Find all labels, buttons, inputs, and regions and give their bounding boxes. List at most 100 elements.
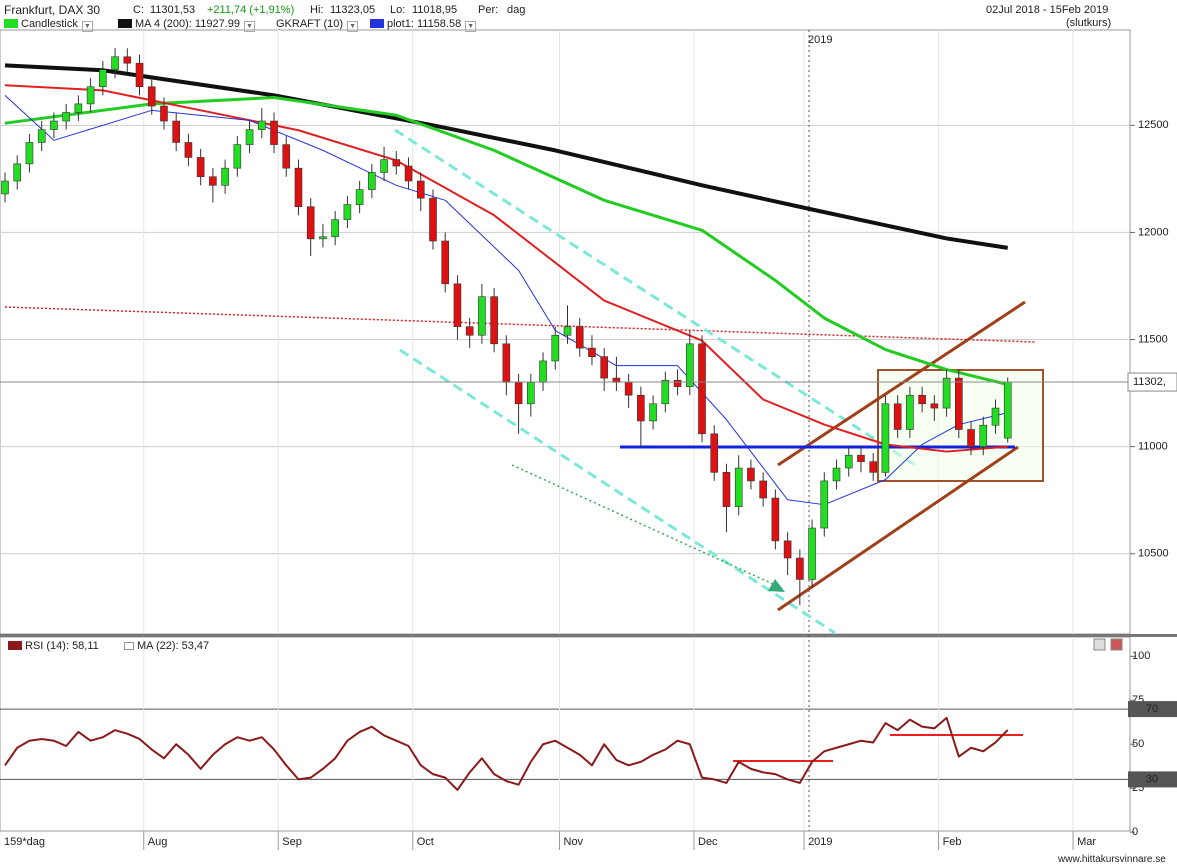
candle-body — [685, 343, 694, 387]
candle-body — [942, 377, 951, 409]
low: 11018,95 — [412, 4, 458, 16]
trend-line — [394, 128, 916, 467]
candle-body — [771, 497, 780, 542]
candle-body — [588, 347, 596, 357]
candle-body — [955, 377, 963, 430]
candle-body — [355, 189, 364, 205]
candle-body — [184, 142, 193, 158]
x-tick-label: Aug — [148, 836, 168, 848]
x-tick-label: Sep — [282, 836, 302, 848]
y-tick-label: 12500 — [1138, 119, 1169, 131]
legend-label: MA (22): 53,47 — [137, 640, 210, 652]
period-count: 159*dag — [4, 836, 45, 848]
divider — [0, 634, 1177, 637]
candle-body — [563, 326, 572, 336]
legend-item[interactable]: MA 4 (200): 11927.99 ▼ — [118, 18, 255, 32]
candle-body — [710, 433, 719, 473]
period-label: Per: — [478, 4, 499, 16]
candle-body — [319, 236, 327, 240]
x-tick-label: Dec — [698, 836, 718, 848]
candle-body — [820, 480, 829, 529]
close-icon[interactable] — [1110, 638, 1123, 651]
candle-body — [1, 180, 9, 195]
line — [4, 63, 1009, 250]
candle-body — [527, 382, 535, 405]
candle-body — [380, 159, 388, 173]
candle-body — [13, 163, 22, 182]
legend-item[interactable]: Candlestick ▼ — [4, 18, 93, 32]
price-type: (slutkurs) — [1066, 17, 1112, 29]
candle-body — [37, 129, 46, 143]
channel-line — [777, 445, 1019, 612]
candle-body — [551, 334, 560, 362]
candle-body — [881, 403, 890, 473]
candle-body — [869, 461, 878, 473]
candle-body — [930, 403, 939, 409]
candle-body — [160, 105, 168, 122]
candle-body — [331, 219, 339, 238]
last-box — [1127, 372, 1177, 392]
candle-body — [294, 167, 303, 208]
candle-body — [857, 454, 865, 462]
legend-item[interactable]: MA (22): 53,47 — [124, 640, 209, 652]
candle-body — [991, 407, 1000, 426]
candle-body — [893, 403, 902, 430]
arrow — [768, 579, 785, 592]
high: 11323,05 — [330, 4, 376, 16]
candle-body — [624, 382, 633, 396]
legend-label: Candlestick — [21, 18, 78, 30]
legend-item[interactable]: RSI (14): 58,11 — [8, 640, 99, 652]
x-tick-label: Mar — [1077, 836, 1096, 848]
legend-item[interactable]: plot1: 11158.58 ▼ — [370, 18, 477, 32]
candle-body — [844, 454, 853, 469]
candle-body — [343, 204, 352, 220]
candle-body — [759, 480, 767, 499]
candle-body — [747, 467, 755, 482]
line — [4, 94, 1008, 506]
candle-body — [196, 157, 205, 178]
tool-icon[interactable] — [1093, 638, 1106, 651]
candle-body — [673, 379, 682, 387]
change: +211,74 (+1,91%) — [207, 4, 295, 16]
x-tick-label: Feb — [943, 836, 962, 848]
candle-body — [649, 403, 657, 422]
resistance-line — [4, 306, 1036, 343]
legend-label: plot1: 11158.58 — [387, 18, 462, 30]
candle-body — [906, 394, 914, 430]
y-tick-label: 0 — [1132, 826, 1138, 838]
candle-body — [575, 326, 584, 349]
close-label: C: — [133, 4, 144, 16]
candle-body — [502, 343, 511, 383]
candle-body — [221, 167, 229, 186]
level-label: 70 — [1146, 703, 1158, 715]
candle-body — [490, 296, 498, 345]
candle-body — [967, 429, 975, 447]
candle-body — [698, 343, 706, 435]
legend-item[interactable]: GKRAFT (10) ▼ — [276, 18, 359, 32]
candle-body — [796, 557, 804, 580]
level-label: 30 — [1146, 773, 1158, 785]
candle-body — [661, 379, 670, 405]
candle-body — [245, 129, 254, 145]
x-tick-label: Oct — [417, 836, 434, 848]
y-tick-label: 11000 — [1138, 441, 1168, 453]
candle-body — [25, 142, 34, 165]
candle-body — [123, 56, 132, 64]
instrument: Frankfurt, DAX 30 — [4, 3, 101, 17]
candle-body — [453, 283, 462, 327]
candle-body — [209, 176, 217, 186]
legend-label: GKRAFT (10) — [276, 18, 344, 30]
candle-body — [147, 86, 156, 107]
candle-body — [918, 394, 926, 405]
trend-line — [399, 348, 836, 635]
candle-body — [50, 120, 58, 130]
candle-body — [979, 424, 988, 447]
candle-body — [368, 172, 376, 190]
candle-body — [404, 165, 413, 182]
candle-body — [306, 206, 315, 240]
candle-body — [1003, 381, 1012, 439]
candle-body — [392, 159, 401, 167]
candle-body — [135, 62, 144, 88]
candle-body — [722, 472, 731, 507]
